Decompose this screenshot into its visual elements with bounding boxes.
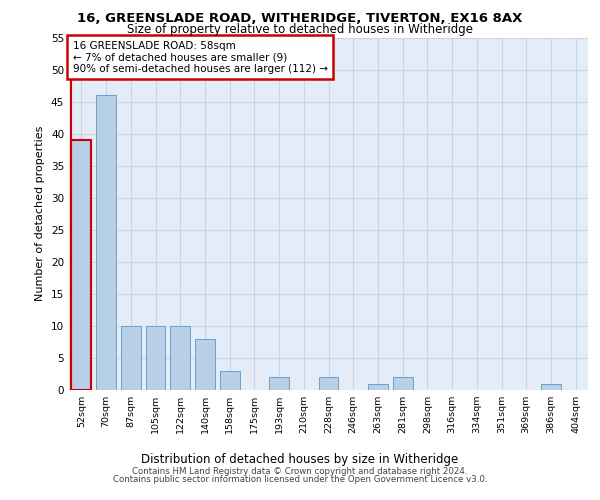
Bar	[121, 326, 140, 390]
Bar	[269, 377, 289, 390]
Bar	[195, 338, 215, 390]
Bar	[220, 371, 239, 390]
Text: Contains HM Land Registry data © Crown copyright and database right 2024.: Contains HM Land Registry data © Crown c…	[132, 467, 468, 476]
Text: Distribution of detached houses by size in Witheridge: Distribution of detached houses by size …	[142, 453, 458, 466]
Bar	[368, 384, 388, 390]
Bar	[170, 326, 190, 390]
Bar	[146, 326, 166, 390]
Text: Contains public sector information licensed under the Open Government Licence v3: Contains public sector information licen…	[113, 476, 487, 484]
Text: 16 GREENSLADE ROAD: 58sqm
← 7% of detached houses are smaller (9)
90% of semi-de: 16 GREENSLADE ROAD: 58sqm ← 7% of detach…	[73, 40, 328, 74]
Text: 16, GREENSLADE ROAD, WITHERIDGE, TIVERTON, EX16 8AX: 16, GREENSLADE ROAD, WITHERIDGE, TIVERTO…	[77, 12, 523, 24]
Text: Size of property relative to detached houses in Witheridge: Size of property relative to detached ho…	[127, 22, 473, 36]
Bar	[71, 140, 91, 390]
Bar	[541, 384, 561, 390]
Bar	[96, 95, 116, 390]
Bar	[319, 377, 338, 390]
Y-axis label: Number of detached properties: Number of detached properties	[35, 126, 46, 302]
Bar	[393, 377, 413, 390]
